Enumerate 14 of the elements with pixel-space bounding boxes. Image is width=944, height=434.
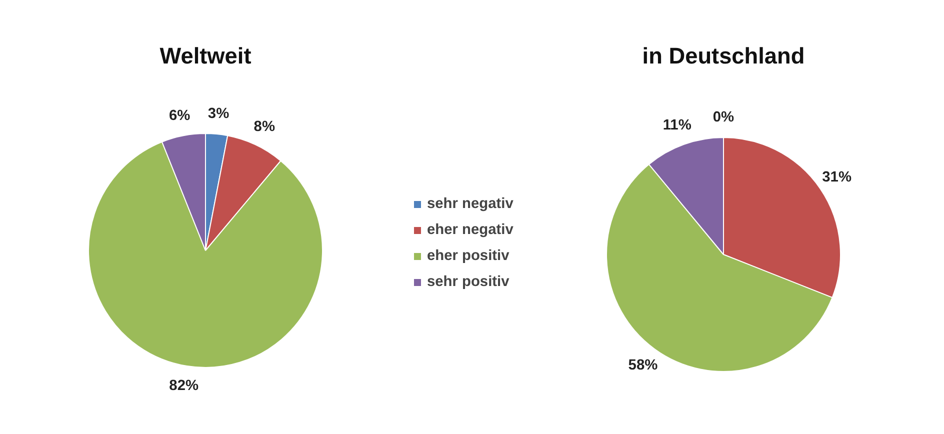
chart-title: Weltweit bbox=[160, 42, 252, 68]
data-label: 8% bbox=[254, 118, 275, 135]
chart-title: in Deutschland bbox=[642, 42, 805, 68]
text: 0% bbox=[712, 110, 734, 126]
data-label: 31% bbox=[822, 169, 852, 186]
data-label: 11% bbox=[662, 118, 692, 134]
legend-label: sehr negativ bbox=[427, 196, 514, 212]
data-label: 6% bbox=[168, 108, 190, 124]
legend-label: sehr positiv bbox=[427, 274, 510, 290]
data-label: 3% bbox=[208, 106, 230, 122]
data-label: 58% bbox=[628, 357, 658, 374]
data-label: 82% bbox=[169, 378, 199, 394]
legend-label: eher negativ bbox=[427, 222, 514, 238]
legend-label: eher positiv bbox=[427, 248, 510, 264]
